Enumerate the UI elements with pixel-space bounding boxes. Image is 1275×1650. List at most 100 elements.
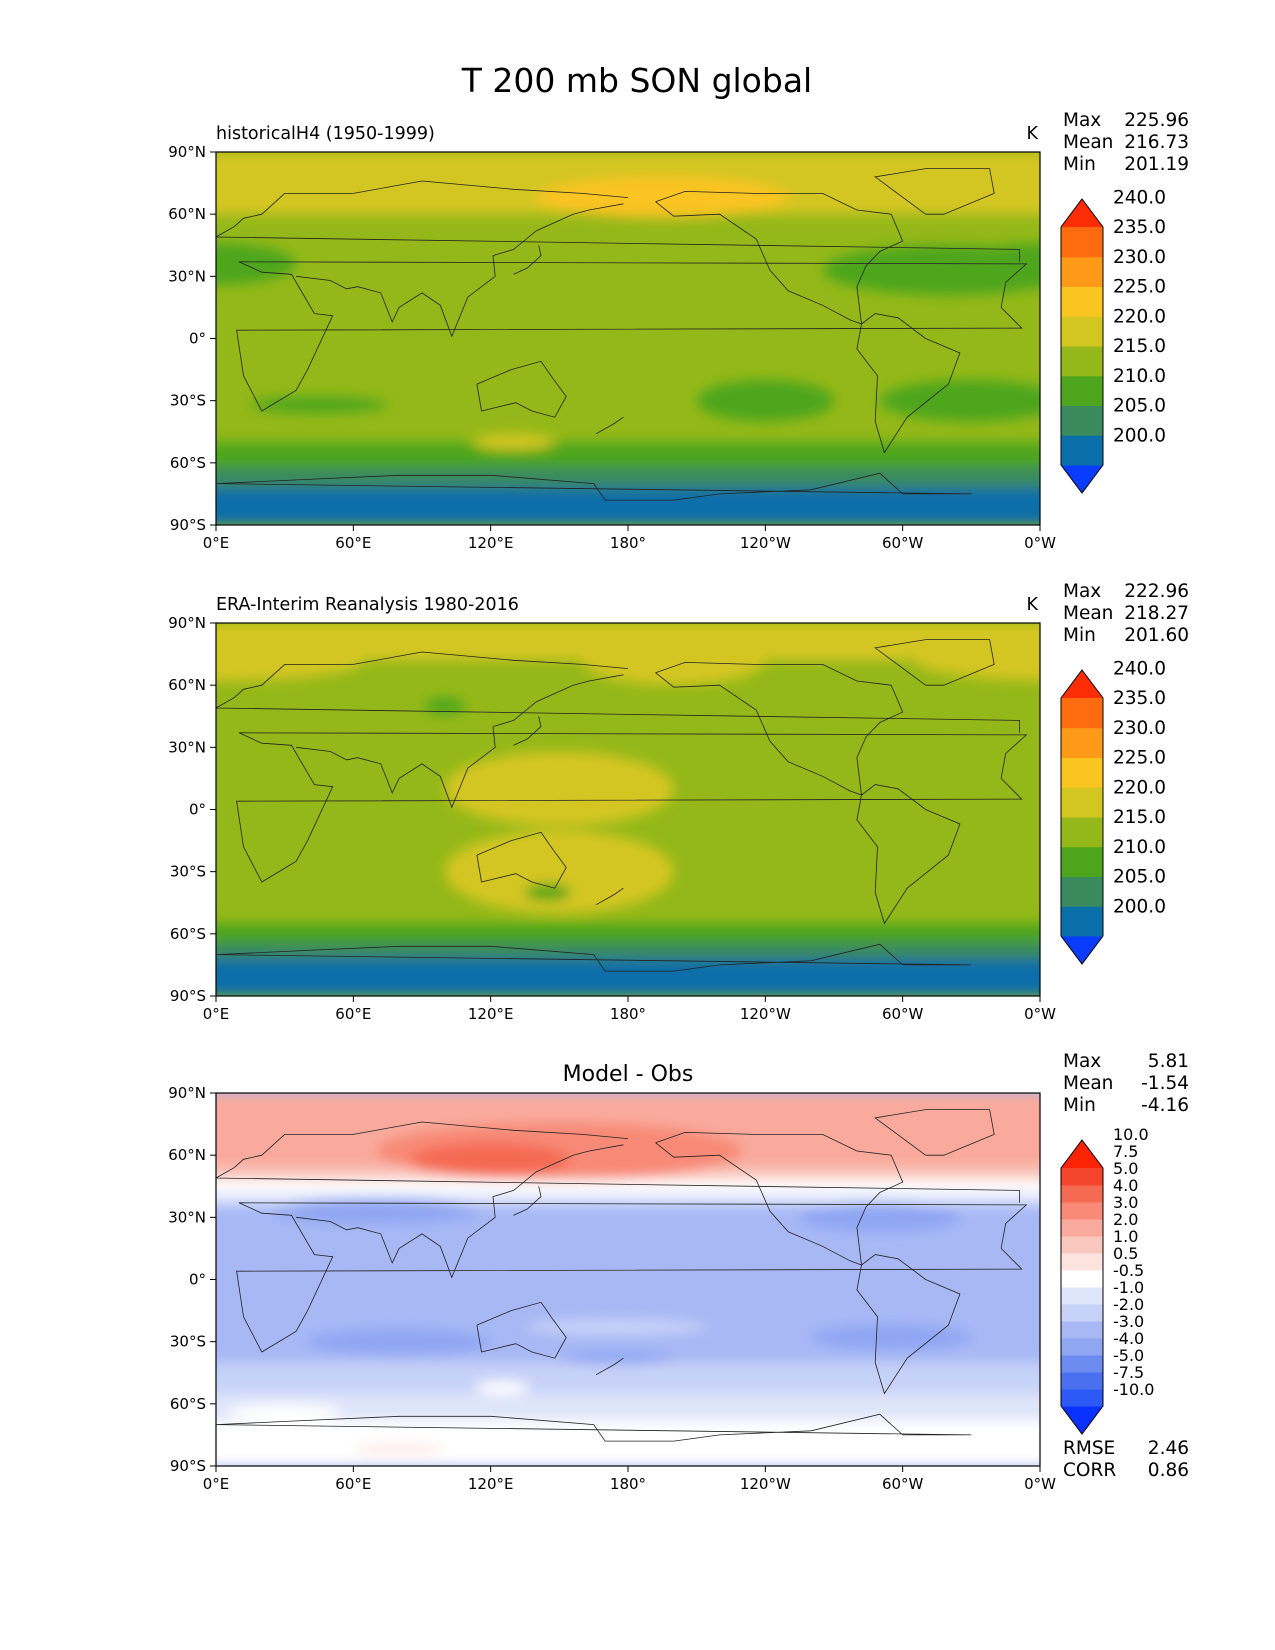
y-tick-label: 30°S [170, 863, 206, 881]
field-contour [914, 639, 1040, 681]
coastline [595, 887, 624, 906]
coastline [216, 1121, 1020, 1203]
x-tick-label: 120°E [468, 1475, 514, 1493]
coastline [595, 416, 624, 435]
colorbar-swatch [1061, 757, 1103, 788]
y-tick-label: 60°N [168, 1146, 206, 1164]
field [216, 623, 1040, 996]
field-contour [250, 396, 388, 414]
colorbar-tick-label: 210.0 [1113, 366, 1166, 387]
field-band [216, 1362, 1040, 1394]
field-contour [799, 1202, 960, 1232]
x-tick-label: 60°E [335, 534, 371, 552]
colorbar-tick-label: 7.5 [1113, 1142, 1138, 1161]
colorbar-outline [1060, 198, 1104, 494]
colorbar-swatch [1061, 375, 1103, 406]
colorbar-swatch [1061, 1321, 1103, 1339]
figure-title: T 200 mb SON global [461, 61, 812, 100]
coastline [874, 639, 995, 686]
colorbar-swatch [1061, 787, 1103, 818]
panel-difference: 0°E 60°E 120°E 180° 120°W 60°W 0°W 90°N 60°N 30°N… [168, 1051, 1189, 1493]
colorbar-swatch [1061, 1389, 1103, 1407]
colorbar-outline [1060, 669, 1104, 965]
coastlines [216, 168, 1028, 501]
coastline [236, 261, 1028, 412]
coastline [236, 732, 1028, 883]
coastlines [216, 639, 1028, 972]
colorbar-tick-label: 215.0 [1113, 336, 1166, 357]
colorbar-tick-label: -7.5 [1113, 1363, 1144, 1382]
field-contour [559, 1352, 674, 1365]
colorbar-tick-label: 230.0 [1113, 247, 1166, 268]
field-contour [444, 830, 674, 914]
colorbar-swatch [1061, 405, 1103, 436]
x-tick-label: 0°E [203, 1475, 230, 1493]
colorbar-tick-label: 225.0 [1113, 748, 1166, 769]
coastline [655, 661, 904, 796]
colorbar-swatch [1061, 286, 1103, 317]
colorbar-tick-label: 215.0 [1113, 807, 1166, 828]
field-band [216, 1180, 1040, 1193]
colorbar: 200.0 205.0 210.0 215.0 220.0 225.0 230.0 235.0… [1060, 658, 1166, 965]
stat-max-label: Max [1063, 581, 1101, 602]
coastline [476, 831, 567, 889]
field-band [216, 1393, 1040, 1421]
x-tick-label: 60°E [335, 1005, 371, 1023]
colorbar-tick-label: 1.0 [1113, 1227, 1138, 1246]
field-band [216, 1420, 1040, 1466]
field-contour [410, 1142, 571, 1176]
colorbar-tick-label: -0.5 [1113, 1261, 1144, 1280]
x-tick-label: 180° [610, 534, 646, 552]
x-tick-label: 120°E [468, 1005, 514, 1023]
colorbar-tick-label: 225.0 [1113, 277, 1166, 298]
stat-min-label: Min [1063, 625, 1096, 646]
colorbar-swatch [1061, 346, 1103, 377]
stat-max-value: 225.96 [1124, 110, 1189, 131]
colorbar-swatch [1061, 670, 1103, 698]
panel-model: 0°E 60°E 120°E 180° 120°W 60°W 0°W 90°N 60°N 30°N… [168, 110, 1189, 552]
field-contour [424, 697, 466, 715]
field-band [216, 466, 1040, 488]
x-tick-label: 0°W [1024, 1005, 1056, 1023]
coastline [296, 1144, 624, 1279]
coastline [216, 472, 972, 501]
x-tick-label: 60°W [882, 534, 924, 552]
coastline [655, 190, 904, 325]
field-contour [582, 635, 766, 686]
colorbar-swatch [1061, 1140, 1103, 1168]
stat-mean-value: 216.73 [1124, 132, 1189, 153]
field-contour [216, 243, 297, 285]
colorbar-tick-label: 200.0 [1113, 896, 1166, 917]
colorbar-swatch [1061, 199, 1103, 227]
field-contour [811, 1325, 972, 1350]
colorbar-swatch [1061, 435, 1103, 466]
colorbar-swatch [1061, 1270, 1103, 1288]
colorbar-tick-label: -2.0 [1113, 1295, 1144, 1314]
colorbar-tick-label: -5.0 [1113, 1346, 1144, 1365]
stat-max-label: Max [1063, 110, 1101, 131]
field-contour [822, 245, 1040, 295]
colorbar-tick-label: 230.0 [1113, 718, 1166, 739]
coastline [595, 1357, 624, 1376]
colorbar-tick-label: 10.0 [1113, 1125, 1149, 1144]
colorbar-tick-label: 5.0 [1113, 1159, 1138, 1178]
field-contour [353, 1445, 445, 1454]
panel-obs: 0°E 60°E 120°E 180° 120°W 60°W 0°W 90°N 60°N 30°N… [168, 581, 1189, 1023]
x-tick-label: 0°W [1024, 1475, 1056, 1493]
field-contour [525, 1318, 709, 1336]
coastline [476, 360, 567, 418]
stat-max-label: Max [1063, 1051, 1101, 1072]
colorbar-tick-label: 240.0 [1113, 658, 1166, 679]
colorbar-tick-label: 200.0 [1113, 425, 1166, 446]
colorbar-swatch [1061, 876, 1103, 907]
colorbar-tick-label: 235.0 [1113, 688, 1166, 709]
x-tick-label: 0°W [1024, 534, 1056, 552]
coastline [874, 168, 995, 215]
colorbar-tick-label: -10.0 [1113, 1380, 1154, 1399]
x-tick-label: 120°W [740, 1005, 791, 1023]
panel-title: historicalH4 (1950-1999) [216, 124, 435, 144]
field-contour [474, 1381, 530, 1394]
colorbar-swatch [1061, 256, 1103, 287]
stat-min-label: Min [1063, 154, 1096, 175]
